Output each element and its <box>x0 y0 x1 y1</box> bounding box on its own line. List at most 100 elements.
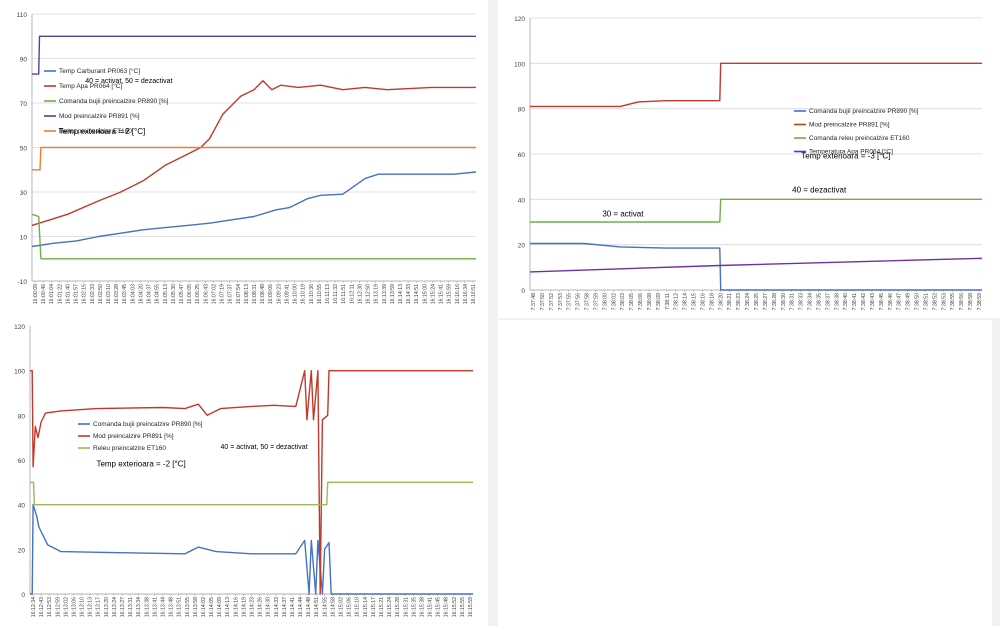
x-tick-label: 16:16:34 <box>463 284 469 304</box>
x-tick-label: 16:14:13 <box>225 597 231 617</box>
y-tick-label: 120 <box>14 324 25 331</box>
y-tick-label: 20 <box>518 243 526 250</box>
x-tick-label: 16:01:04 <box>49 284 55 304</box>
y-tick-label: 40 <box>18 503 26 510</box>
x-tick-label: 16:15:06 <box>347 597 353 617</box>
x-tick-label: 16:15:10 <box>355 597 361 617</box>
x-tick-label: 16:15:02 <box>339 597 345 617</box>
x-tick-label: 16:12:50 <box>366 284 372 304</box>
x-tick-label: 16:15:45 <box>436 597 442 617</box>
y-tick-label: 110 <box>17 12 28 19</box>
x-tick-label: 7:38:23 <box>736 293 742 310</box>
x-tick-label: 7:38:08 <box>647 293 653 310</box>
x-tick-label: 16:12:11 <box>349 284 355 304</box>
legend-label: Temp Carburant PR063 [°C] <box>59 67 140 75</box>
x-tick-label: 16:15:59 <box>468 597 474 617</box>
x-tick-label: 16:16:16 <box>455 284 461 304</box>
x-tick-label: 16:09:23 <box>276 284 282 304</box>
x-tick-label: 16:14:37 <box>282 597 288 617</box>
panel-separator <box>488 0 498 626</box>
y-tick-label: 10 <box>20 235 28 242</box>
x-tick-label: 16:02:33 <box>90 284 96 304</box>
x-tick-label: 7:38:03 <box>620 293 626 310</box>
x-tick-label: 7:37:48 <box>531 293 537 310</box>
x-tick-label: 16:13:41 <box>152 597 158 617</box>
annotation: 30 = activat <box>602 209 644 218</box>
series-line <box>32 146 476 171</box>
x-tick-label: 7:38:40 <box>843 293 849 310</box>
x-tick-label: 7:38:47 <box>897 293 903 310</box>
x-tick-label: 16:05:30 <box>171 284 177 304</box>
x-tick-label: 7:37:52 <box>549 293 555 310</box>
series-line <box>30 370 473 595</box>
x-tick-label: 16:13:02 <box>63 597 69 617</box>
y-tick-label: 120 <box>514 16 525 23</box>
x-tick-label: 16:07:19 <box>220 284 226 304</box>
x-tick-label: 7:37:53 <box>558 293 564 310</box>
x-tick-label: 16:14:16 <box>233 597 239 617</box>
annotation: 40 = dezactivat <box>792 186 847 195</box>
x-tick-label: 16:13:17 <box>96 597 102 617</box>
x-tick-label: 16:07:37 <box>228 284 234 304</box>
y-tick-label: 30 <box>20 190 28 197</box>
x-tick-label: 16:01:57 <box>74 284 80 304</box>
x-tick-label: 7:38:00 <box>602 293 608 310</box>
x-tick-label: 16:14:19 <box>241 597 247 617</box>
x-tick-label: 16:14:30 <box>266 597 272 617</box>
x-tick-label: 7:38:27 <box>763 293 769 310</box>
x-tick-label: 16:14:51 <box>314 597 320 617</box>
x-tick-label: 16:13:10 <box>80 597 86 617</box>
x-tick-label: 16:13:31 <box>128 597 134 617</box>
x-tick-label: 16:11:32 <box>333 284 339 304</box>
x-tick-label: 7:38:59 <box>977 293 983 310</box>
x-tick-label: 16:13:38 <box>144 597 150 617</box>
y-tick-label: 80 <box>518 107 526 114</box>
x-tick-label: 16:14:26 <box>258 597 264 617</box>
x-tick-label: 16:15:21 <box>379 597 385 617</box>
x-tick-label: 16:13:19 <box>374 284 380 304</box>
x-tick-label: 7:38:55 <box>950 293 956 310</box>
x-tick-label: 7:38:52 <box>932 293 938 310</box>
x-tick-label: 7:37:58 <box>585 293 591 310</box>
x-tick-label: 7:38:02 <box>611 293 617 310</box>
x-tick-label: 16:15:41 <box>439 284 445 304</box>
x-tick-label: 16:00:46 <box>41 284 47 304</box>
x-tick-label: 16:07:54 <box>236 284 242 304</box>
x-tick-label: 7:38:21 <box>727 293 733 310</box>
x-tick-label: 7:38:41 <box>852 293 858 310</box>
x-tick-label: 16:12:59 <box>55 597 61 617</box>
x-tick-label: 7:38:06 <box>638 293 644 310</box>
x-tick-label: 16:15:48 <box>444 597 450 617</box>
y-tick-label: 90 <box>20 57 28 64</box>
x-tick-label: 16:02:15 <box>82 284 88 304</box>
y-tick-label: 100 <box>514 61 525 68</box>
legend-label: Comanda bujii preincalzire PR890 [%] <box>59 98 169 105</box>
x-tick-label: 16:15:24 <box>430 284 436 304</box>
x-tick-label: 7:38:16 <box>700 293 706 310</box>
x-tick-label: 16:06:05 <box>187 284 193 304</box>
x-tick-label: 16:08:31 <box>252 284 258 304</box>
x-tick-label: 16:13:24 <box>112 597 118 617</box>
legend-label: Mod preincalzire PR891 [%] <box>59 113 140 120</box>
x-tick-label: 7:38:20 <box>718 293 724 310</box>
legend-label: Releu preincalzire ET160 <box>59 128 132 135</box>
x-tick-label: 16:15:14 <box>363 597 369 617</box>
annotation: Temp exterioara = 2 [°C] <box>59 127 146 136</box>
x-tick-label: 7:38:15 <box>692 293 698 310</box>
x-tick-label: 16:04:20 <box>138 284 144 304</box>
y-tick-label: 100 <box>14 369 25 376</box>
x-tick-label: 16:14:02 <box>201 597 207 617</box>
x-tick-label: 7:38:43 <box>870 293 876 310</box>
series-line <box>31 213 476 260</box>
x-tick-label: 16:14:55 <box>322 597 328 617</box>
x-tick-label: 16:13:06 <box>71 597 77 617</box>
x-tick-label: 16:12:43 <box>39 597 45 617</box>
chart-panel: -10 10 30 50 70 90 110 16:00:09 16:00:46 16:01:04… <box>0 0 488 318</box>
x-tick-label: 16:13:20 <box>104 597 110 617</box>
legend-label: Temp Apa PR064 [°C] <box>59 82 122 90</box>
x-tick-label: 16:15:00 <box>422 284 428 304</box>
x-tick-label: 7:38:24 <box>745 293 751 310</box>
series-line <box>32 35 476 75</box>
